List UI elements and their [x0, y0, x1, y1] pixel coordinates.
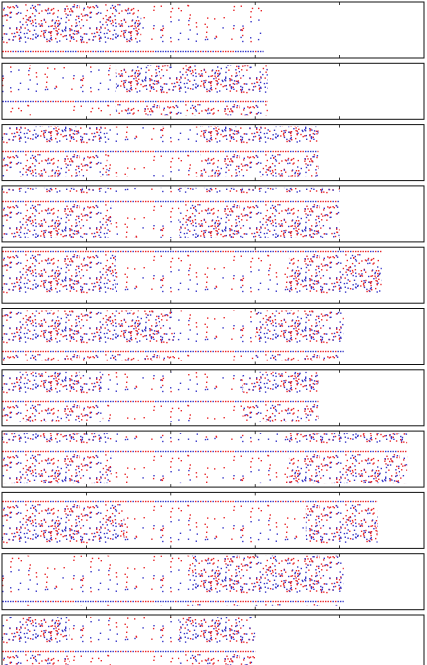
point-cluster: [200, 126, 319, 177]
panel-frame: [1, 124, 425, 182]
point-cluster: [115, 65, 268, 116]
point-cluster: [2, 494, 125, 545]
point-cluster: [179, 187, 340, 238]
point-cluster: [242, 371, 319, 422]
panel: [1, 308, 425, 365]
point-cluster: [2, 433, 112, 484]
panel-frame: [1, 430, 425, 488]
panel-frame: [1, 614, 425, 665]
point-cluster: [175, 310, 256, 361]
point-cluster: [2, 65, 116, 116]
point-cluster: [2, 310, 176, 361]
panel-frame: [1, 308, 425, 365]
point-cluster: [2, 555, 192, 606]
point-cluster: [115, 249, 289, 300]
panel-frame: [1, 246, 425, 304]
panel-frame: [1, 1, 425, 59]
point-cluster: [288, 433, 408, 484]
point-cluster: [69, 617, 180, 665]
point-cluster: [124, 494, 306, 545]
point-cluster: [111, 187, 180, 238]
point-cluster: [2, 187, 112, 238]
point-cluster: [305, 494, 378, 545]
panel-frame: [1, 491, 425, 549]
panel: [1, 185, 425, 243]
point-cluster: [288, 249, 382, 300]
panel-frame: [1, 62, 425, 120]
point-cluster: [2, 126, 108, 177]
point-cluster: [141, 4, 264, 54]
panel: [1, 1, 425, 59]
point-cluster: [255, 310, 344, 361]
panel: [1, 246, 425, 304]
panel-frame: [1, 185, 425, 243]
point-cluster: [2, 249, 116, 300]
panel: [1, 614, 425, 665]
point-cluster: [107, 126, 201, 177]
point-cluster: [191, 555, 344, 606]
point-cluster: [2, 371, 104, 422]
panel-frame: [1, 369, 425, 427]
panel: [1, 124, 425, 182]
point-cluster: [2, 4, 142, 54]
point-cluster: [179, 617, 256, 665]
panel: [1, 430, 425, 488]
panel: [1, 491, 425, 549]
panel-frame: [1, 553, 425, 611]
point-cluster: [2, 617, 70, 665]
panel: [1, 553, 425, 611]
panel: [1, 62, 425, 120]
point-cluster: [111, 433, 289, 484]
panel: [1, 369, 425, 427]
point-cluster: [103, 371, 243, 422]
